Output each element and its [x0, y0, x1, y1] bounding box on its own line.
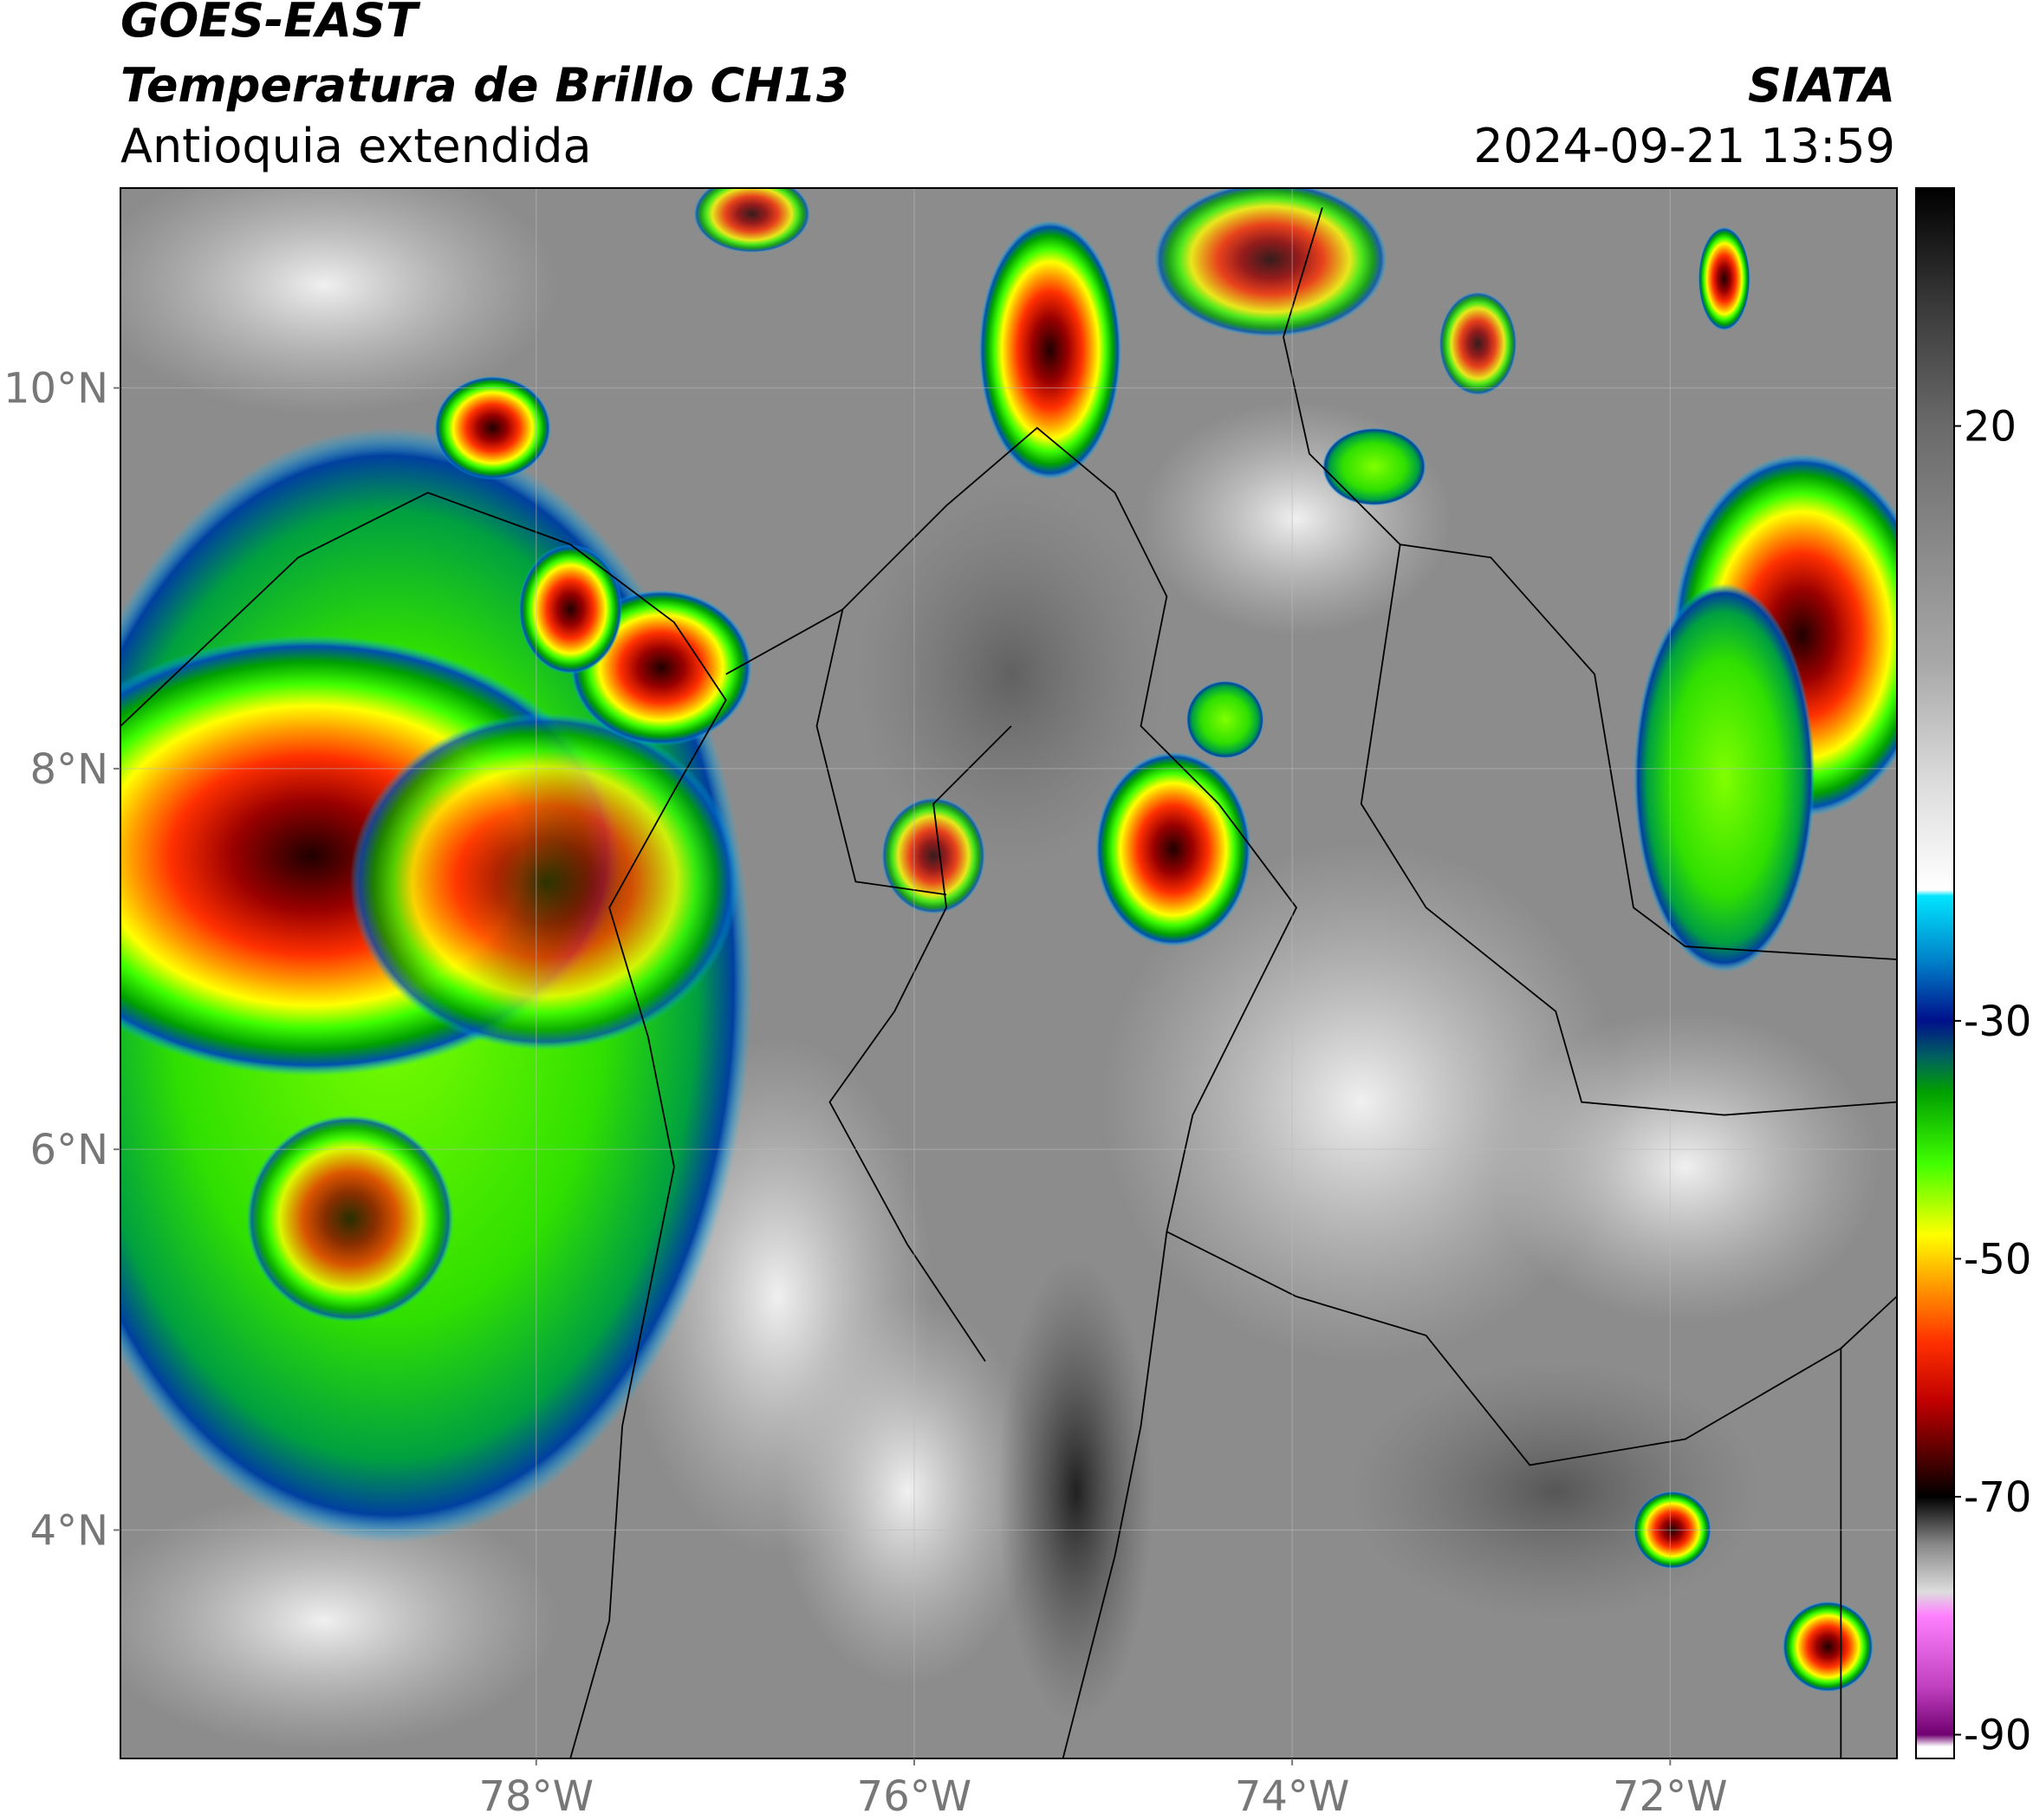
satellite-image: [120, 188, 1897, 1758]
satellite-name: GOES-EAST: [120, 0, 421, 48]
x-tick-label: 74°W: [1235, 1772, 1350, 1820]
map-frame: [120, 187, 1898, 1759]
cloud-fields: [120, 188, 1897, 1751]
colorbar-tick-label: -50: [1964, 1235, 2031, 1284]
region-subtitle: Antioquia extendida: [120, 119, 592, 173]
x-tick-label: 72°W: [1613, 1772, 1728, 1820]
x-tick-label: 76°W: [857, 1772, 972, 1820]
colorbar-tick-label: -70: [1964, 1473, 2031, 1522]
borders: [120, 207, 1897, 1758]
colorbar-tick-label: 20: [1964, 403, 2017, 452]
gridlines: [120, 188, 1897, 1758]
agency-label: SIATA: [1748, 58, 1895, 113]
y-tick-label: 10°N: [3, 365, 108, 413]
colorbar-tick-label: -30: [1964, 998, 2031, 1046]
colorbar: [1915, 187, 1955, 1759]
x-tick-label: 78°W: [479, 1772, 594, 1820]
y-tick-label: 6°N: [30, 1126, 108, 1174]
datetime-label: 2024-09-21 13:59: [1473, 119, 1895, 173]
colorbar-tick-label: -90: [1964, 1712, 2031, 1760]
y-tick-label: 8°N: [30, 745, 108, 794]
ticks: 78°W 76°W 74°W 72°W 4°N 6°N 8°N 10°N 20 -30 -50 -70…: [3, 365, 2031, 1820]
y-tick-label: 4°N: [30, 1506, 108, 1555]
product-title: Temperatura de Brillo CH13: [120, 58, 849, 113]
